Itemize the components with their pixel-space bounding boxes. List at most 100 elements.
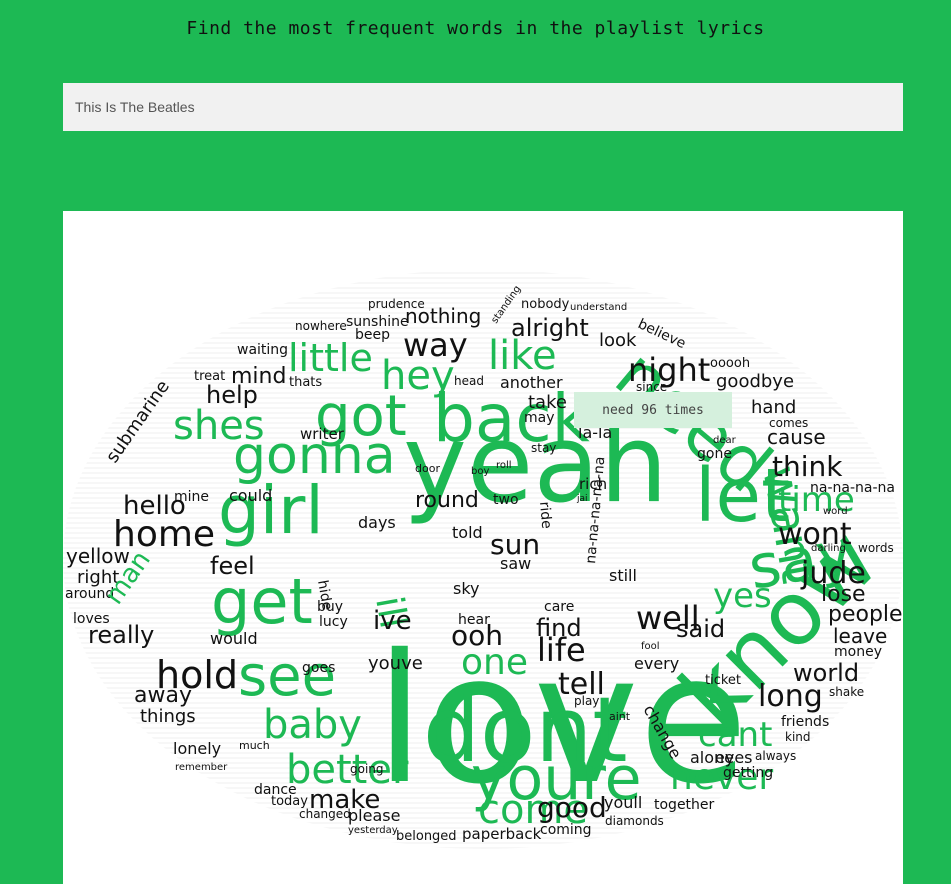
cloud-word-take[interactable]: take: [528, 392, 567, 413]
cloud-word-another[interactable]: another: [500, 373, 563, 392]
cloud-word-nobody[interactable]: nobody: [521, 297, 570, 312]
cloud-word-like[interactable]: like: [488, 333, 557, 379]
cloud-word-long[interactable]: long: [758, 679, 823, 714]
cloud-word-leave[interactable]: leave: [833, 624, 887, 648]
cloud-word-look[interactable]: look: [599, 330, 637, 351]
cloud-word-always[interactable]: always: [755, 749, 796, 763]
cloud-word-words[interactable]: words: [858, 541, 894, 555]
cloud-word-time[interactable]: time: [778, 480, 855, 520]
cloud-word-jude[interactable]: jude: [800, 556, 866, 591]
cloud-word-world[interactable]: world: [793, 659, 859, 687]
cloud-word-youve[interactable]: youve: [368, 653, 423, 674]
cloud-word-much[interactable]: much: [239, 739, 270, 752]
cloud-word-paperback[interactable]: paperback: [462, 825, 542, 843]
cloud-word-ticket[interactable]: ticket: [705, 673, 741, 688]
cloud-word-saw[interactable]: saw: [500, 554, 531, 573]
cloud-word-today[interactable]: today: [271, 794, 308, 809]
cloud-word-mine[interactable]: mine: [174, 489, 209, 505]
cloud-word-sunshine[interactable]: sunshine: [346, 314, 409, 330]
cloud-word-youll[interactable]: youll: [604, 793, 642, 812]
cloud-word-ooh[interactable]: ooh: [451, 619, 503, 652]
cloud-word-make[interactable]: make: [309, 785, 380, 815]
cloud-word-wont[interactable]: wont: [778, 517, 852, 552]
cloud-word-ill[interactable]: ill: [367, 593, 416, 632]
cloud-word-nothing[interactable]: nothing: [405, 304, 481, 328]
cloud-word-ive[interactable]: ive: [373, 606, 412, 636]
cloud-word-since[interactable]: since: [636, 380, 667, 394]
cloud-word-let[interactable]: let: [695, 453, 790, 539]
cloud-word-goes[interactable]: goes: [302, 660, 335, 676]
cloud-word-jai[interactable]: jai: [576, 494, 588, 504]
playlist-search-input[interactable]: [63, 83, 903, 131]
cloud-word-two[interactable]: two: [493, 492, 519, 508]
cloud-word-door[interactable]: door: [415, 462, 440, 475]
cloud-word-would[interactable]: would: [210, 629, 258, 648]
cloud-word-care[interactable]: care: [544, 599, 574, 615]
cloud-word-changed[interactable]: changed: [299, 807, 351, 821]
cloud-word-sky[interactable]: sky: [453, 579, 480, 598]
cloud-word-love[interactable]: love: [375, 616, 748, 823]
cloud-word-hey[interactable]: hey: [381, 353, 455, 399]
cloud-word-waiting[interactable]: waiting: [237, 342, 288, 358]
cloud-word-cause[interactable]: cause: [767, 425, 826, 449]
cloud-word-think[interactable]: think: [772, 450, 843, 483]
cloud-word-things[interactable]: things: [140, 706, 196, 727]
cloud-word-good[interactable]: good: [537, 791, 607, 824]
cloud-word-hear[interactable]: hear: [458, 612, 490, 628]
cloud-word-treat[interactable]: treat: [194, 369, 225, 384]
cloud-word-hide[interactable]: hide: [314, 579, 335, 612]
cloud-word-home[interactable]: home: [113, 514, 215, 555]
cloud-word-well[interactable]: well: [636, 599, 700, 637]
cloud-word-right[interactable]: right: [77, 567, 119, 588]
cloud-word-understand[interactable]: understand: [570, 302, 627, 313]
cloud-word-stay[interactable]: stay: [531, 441, 556, 455]
cloud-word-tell[interactable]: tell: [558, 667, 605, 702]
cloud-word-girl[interactable]: girl: [218, 472, 324, 549]
cloud-word-days[interactable]: days: [358, 513, 396, 532]
cloud-word-see[interactable]: see: [238, 644, 336, 709]
cloud-word-please[interactable]: please: [348, 806, 400, 825]
cloud-word-come[interactable]: come: [478, 787, 588, 833]
cloud-word-gone[interactable]: gone: [697, 446, 732, 462]
cloud-word-comes[interactable]: comes: [769, 416, 808, 430]
cloud-word-yes[interactable]: yes: [713, 576, 772, 616]
cloud-word-one[interactable]: one: [461, 642, 528, 683]
cloud-word-money[interactable]: money: [834, 644, 882, 660]
cloud-word-still[interactable]: still: [609, 566, 637, 585]
cloud-word-belonged[interactable]: belonged: [396, 829, 457, 844]
cloud-word-could[interactable]: could: [229, 486, 272, 505]
cloud-word-play[interactable]: play: [574, 694, 599, 708]
cloud-word-every[interactable]: every: [634, 654, 679, 673]
cloud-word-life[interactable]: life: [537, 631, 586, 669]
cloud-word-shake[interactable]: shake: [829, 685, 864, 699]
cloud-word-round[interactable]: round: [415, 488, 479, 513]
cloud-word-said[interactable]: said: [676, 615, 725, 643]
cloud-word-alright[interactable]: alright: [511, 314, 589, 342]
cloud-word-people[interactable]: people: [828, 602, 903, 627]
cloud-word-never[interactable]: never: [670, 757, 773, 798]
cloud-word-youre[interactable]: youre: [471, 744, 642, 814]
cloud-word-nowhere[interactable]: nowhere: [295, 319, 347, 333]
cloud-word-hand[interactable]: hand: [751, 397, 796, 418]
cloud-word-feel[interactable]: feel: [210, 552, 255, 580]
cloud-word-loves[interactable]: loves: [73, 611, 110, 627]
cloud-word-sun[interactable]: sun: [490, 528, 540, 561]
cloud-word-dance[interactable]: dance: [254, 782, 297, 798]
cloud-word-lonely[interactable]: lonely: [173, 739, 221, 758]
cloud-word-away[interactable]: away: [134, 683, 192, 708]
cloud-word-remember[interactable]: remember: [175, 762, 228, 773]
cloud-word-gonna[interactable]: gonna: [233, 426, 396, 486]
cloud-word-little[interactable]: little: [288, 336, 373, 380]
cloud-word-fool[interactable]: fool: [641, 641, 660, 652]
cloud-word-dear[interactable]: dear: [713, 435, 737, 446]
cloud-word-alone[interactable]: alone: [690, 748, 734, 767]
cloud-word-getting[interactable]: getting: [723, 765, 773, 781]
cloud-word-rich[interactable]: rich: [579, 475, 607, 493]
cloud-word-cant[interactable]: cant: [698, 715, 772, 755]
cloud-word-coming[interactable]: coming: [540, 822, 592, 838]
cloud-word-may[interactable]: may: [524, 410, 555, 426]
cloud-word-word[interactable]: word: [823, 506, 848, 517]
cloud-word-submarine[interactable]: submarine: [102, 376, 174, 466]
cloud-word-darling[interactable]: darling: [811, 543, 846, 554]
cloud-word-goodbye[interactable]: goodbye: [716, 371, 794, 392]
